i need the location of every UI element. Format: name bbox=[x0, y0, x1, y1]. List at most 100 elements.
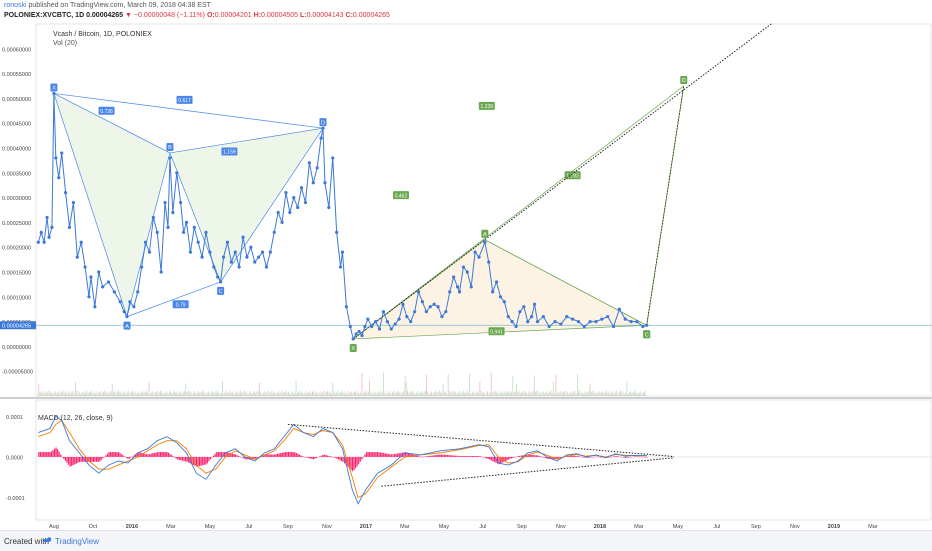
macd-histogram-bar bbox=[294, 452, 296, 457]
price-point bbox=[354, 332, 358, 336]
macd-histogram-bar bbox=[60, 454, 62, 457]
price-point bbox=[36, 240, 40, 244]
pattern2-ratio-box bbox=[564, 171, 581, 180]
price-point bbox=[87, 295, 91, 299]
volume-bar bbox=[198, 390, 199, 396]
macd-histogram-bar bbox=[326, 455, 329, 457]
low-value: 0.00004143 bbox=[306, 12, 344, 19]
volume-bar bbox=[446, 393, 448, 396]
x-tick-label: 2019 bbox=[828, 524, 840, 530]
price-point bbox=[257, 255, 261, 259]
price-point bbox=[159, 270, 163, 274]
pattern2-leg bbox=[484, 239, 647, 326]
macd-histogram-bar bbox=[57, 449, 59, 457]
volume-bar bbox=[286, 392, 288, 396]
volume-bar bbox=[582, 394, 583, 396]
y-tick-label: 0.00015000 bbox=[2, 271, 31, 277]
price-point bbox=[132, 305, 136, 309]
macd-pane[interactable]: 0.0001 0.0000 -0.0001 bbox=[6, 399, 932, 521]
macd-histogram-bar bbox=[473, 455, 475, 457]
macd-histogram-bar bbox=[333, 456, 335, 458]
y-tick-label: 0.00055000 bbox=[2, 72, 31, 78]
macd-histogram-bar bbox=[398, 453, 400, 457]
macd-histogram-bar bbox=[448, 455, 450, 457]
price-point bbox=[444, 310, 448, 314]
volume-bar bbox=[299, 390, 301, 396]
macd-histogram-bar bbox=[543, 456, 545, 458]
volume-bar bbox=[418, 393, 420, 396]
volume-bar bbox=[67, 392, 69, 396]
price-point bbox=[327, 205, 331, 210]
macd-histogram-bar bbox=[124, 456, 126, 457]
volume-bar bbox=[507, 391, 509, 396]
price-point bbox=[216, 275, 220, 279]
volume-bar bbox=[172, 391, 174, 396]
volume-bar bbox=[590, 391, 592, 396]
price-point bbox=[212, 265, 216, 269]
pattern1-ratio-box bbox=[98, 106, 115, 115]
volume-bar bbox=[90, 390, 92, 396]
volume-bar bbox=[466, 390, 468, 396]
macd-histogram-bar bbox=[521, 455, 524, 457]
price-point bbox=[424, 310, 428, 314]
volume-bar bbox=[249, 391, 251, 396]
price-point bbox=[64, 191, 68, 195]
volume-bar bbox=[584, 391, 586, 396]
price-point bbox=[323, 181, 327, 185]
volume-bar bbox=[336, 392, 338, 396]
volume-bar bbox=[438, 390, 440, 396]
volume-bar bbox=[239, 390, 241, 396]
author-link[interactable]: ronoski bbox=[4, 2, 27, 9]
volume-bar bbox=[365, 390, 367, 396]
macd-histogram-bar bbox=[379, 452, 382, 457]
macd-histogram-bar bbox=[117, 452, 120, 457]
volume-bar bbox=[100, 390, 102, 396]
price-point bbox=[179, 200, 183, 205]
volume-bar bbox=[248, 392, 250, 396]
macd-histogram-bar bbox=[222, 452, 224, 457]
macd-histogram-bar bbox=[551, 456, 553, 460]
macd-histogram-bar bbox=[500, 456, 502, 464]
macd-histogram-bar bbox=[484, 456, 486, 458]
macd-histogram-bar bbox=[153, 452, 155, 457]
volume-bar bbox=[337, 390, 339, 396]
macd-histogram-bar bbox=[47, 452, 49, 457]
price-point bbox=[635, 320, 639, 324]
volume-bar bbox=[280, 392, 282, 396]
volume-bar bbox=[549, 391, 551, 396]
volume-bar bbox=[542, 391, 544, 396]
macd-histogram-bar bbox=[119, 452, 121, 457]
volume-bar bbox=[208, 391, 210, 396]
volume-bar bbox=[514, 391, 516, 396]
macd-histogram-bar bbox=[183, 456, 185, 462]
volume-bar bbox=[480, 390, 482, 396]
macd-histogram-bar bbox=[113, 452, 115, 457]
volume-bar bbox=[641, 393, 643, 396]
volume-bar bbox=[561, 393, 563, 396]
macd-histogram-bar bbox=[432, 455, 435, 457]
volume-bar bbox=[486, 391, 488, 396]
macd-histogram-bar bbox=[487, 456, 489, 459]
volume-bar bbox=[370, 392, 372, 396]
chart-canvas[interactable]: -0.000050000.000000000.000050000.0001000… bbox=[0, 22, 932, 530]
volume-bar bbox=[504, 390, 506, 396]
price-point bbox=[428, 305, 432, 309]
price-point bbox=[629, 320, 633, 324]
volume-bar bbox=[229, 390, 231, 396]
volume-bar bbox=[178, 392, 180, 396]
macd-y-tick-label: 0.0001 bbox=[6, 415, 23, 421]
volume-bar bbox=[310, 393, 312, 396]
volume-bar bbox=[315, 391, 317, 396]
macd-histogram-bar bbox=[512, 456, 514, 458]
volume-bar bbox=[374, 392, 376, 396]
price-pane[interactable]: -0.000050000.000000000.000050000.0001000… bbox=[0, 22, 932, 399]
macd-histogram-bar bbox=[245, 456, 247, 460]
price-point bbox=[420, 300, 425, 304]
y-tick-label: 0.00035000 bbox=[2, 171, 31, 177]
volume-bar bbox=[523, 392, 525, 396]
price-point bbox=[268, 250, 272, 254]
pattern2-group: 0.462 1.239 0.941 1.783 bbox=[353, 85, 685, 340]
macd-histogram-bar bbox=[465, 455, 467, 457]
symbol-info: POLONIEX:XVCBTC, 1D 0.00004265 bbox=[4, 12, 125, 19]
tradingview-brand[interactable]: TradingView bbox=[55, 537, 100, 546]
